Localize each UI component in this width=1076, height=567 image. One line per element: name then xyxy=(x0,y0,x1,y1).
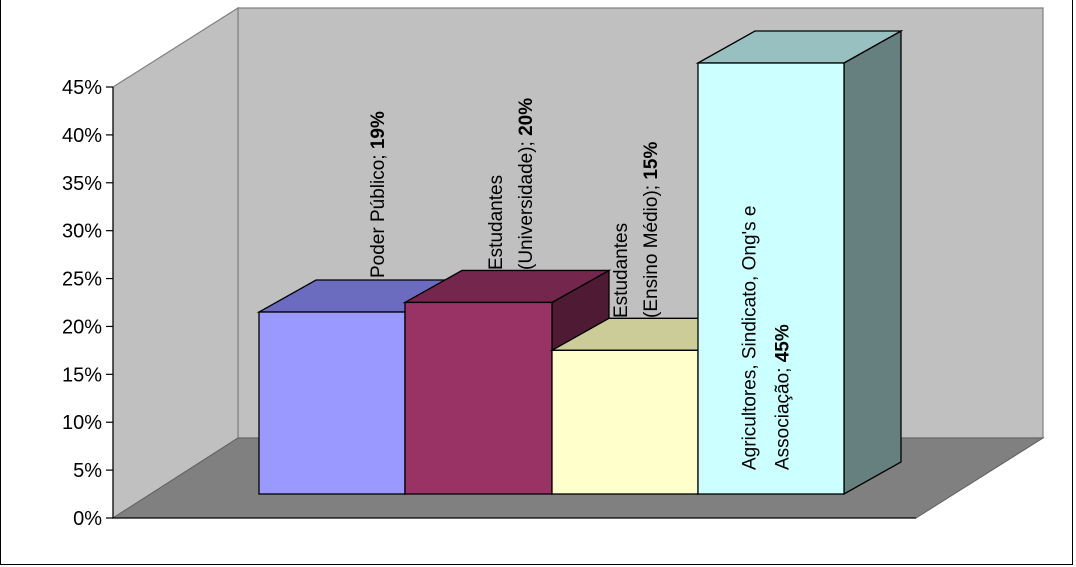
bar-front xyxy=(697,62,845,495)
bar-front xyxy=(551,349,699,495)
y-tick-label: 35% xyxy=(62,173,102,195)
data-label: Agricultores, Sindicato, Ong's e Associaç… xyxy=(740,206,794,470)
data-label-value: 15% xyxy=(641,142,662,185)
data-label-text: Poder Público; 19% xyxy=(368,111,389,278)
data-label-text: Estudantes xyxy=(611,223,632,318)
data-label-text: Associação; 45% xyxy=(773,324,794,470)
y-tick-label: 40% xyxy=(62,125,102,147)
data-label: Estudantes (Universidade); 20% xyxy=(486,98,537,270)
bar-front xyxy=(404,301,553,495)
y-tick-label: 0% xyxy=(73,508,102,530)
y-tick-label: 20% xyxy=(62,316,102,338)
y-tick-label: 45% xyxy=(62,77,102,99)
side-wall xyxy=(112,6,239,520)
y-tick-label: 5% xyxy=(73,460,102,482)
bar xyxy=(695,29,904,496)
data-label: Poder Público; 19% xyxy=(368,111,389,278)
bar-front xyxy=(258,311,406,495)
y-tick-label: 25% xyxy=(62,269,102,291)
y-axis: 0% 5% 10% 15% 20% 25% 30% 35% 40% 45% xyxy=(62,77,916,530)
data-label: Estudantes (Ensino Médio); 15% xyxy=(611,142,662,318)
data-labels: Poder Público; 19% Estudantes (Universidad… xyxy=(368,98,794,470)
bars xyxy=(256,29,904,496)
y-tick-label: 10% xyxy=(62,412,102,434)
data-label-text: (Universidade); 20% xyxy=(516,98,537,270)
y-tick-label: 30% xyxy=(62,221,102,243)
bar-side xyxy=(843,29,902,496)
data-label-text: Agricultores, Sindicato, Ong's e xyxy=(740,206,761,470)
data-label-text: (Ensino Médio); 15% xyxy=(641,142,662,318)
data-label-value: 19% xyxy=(368,111,389,154)
data-label-value: 45% xyxy=(773,324,794,367)
data-label-value: 20% xyxy=(516,98,537,141)
y-tick-label: 15% xyxy=(62,364,102,386)
data-label-text: Estudantes xyxy=(486,175,507,270)
